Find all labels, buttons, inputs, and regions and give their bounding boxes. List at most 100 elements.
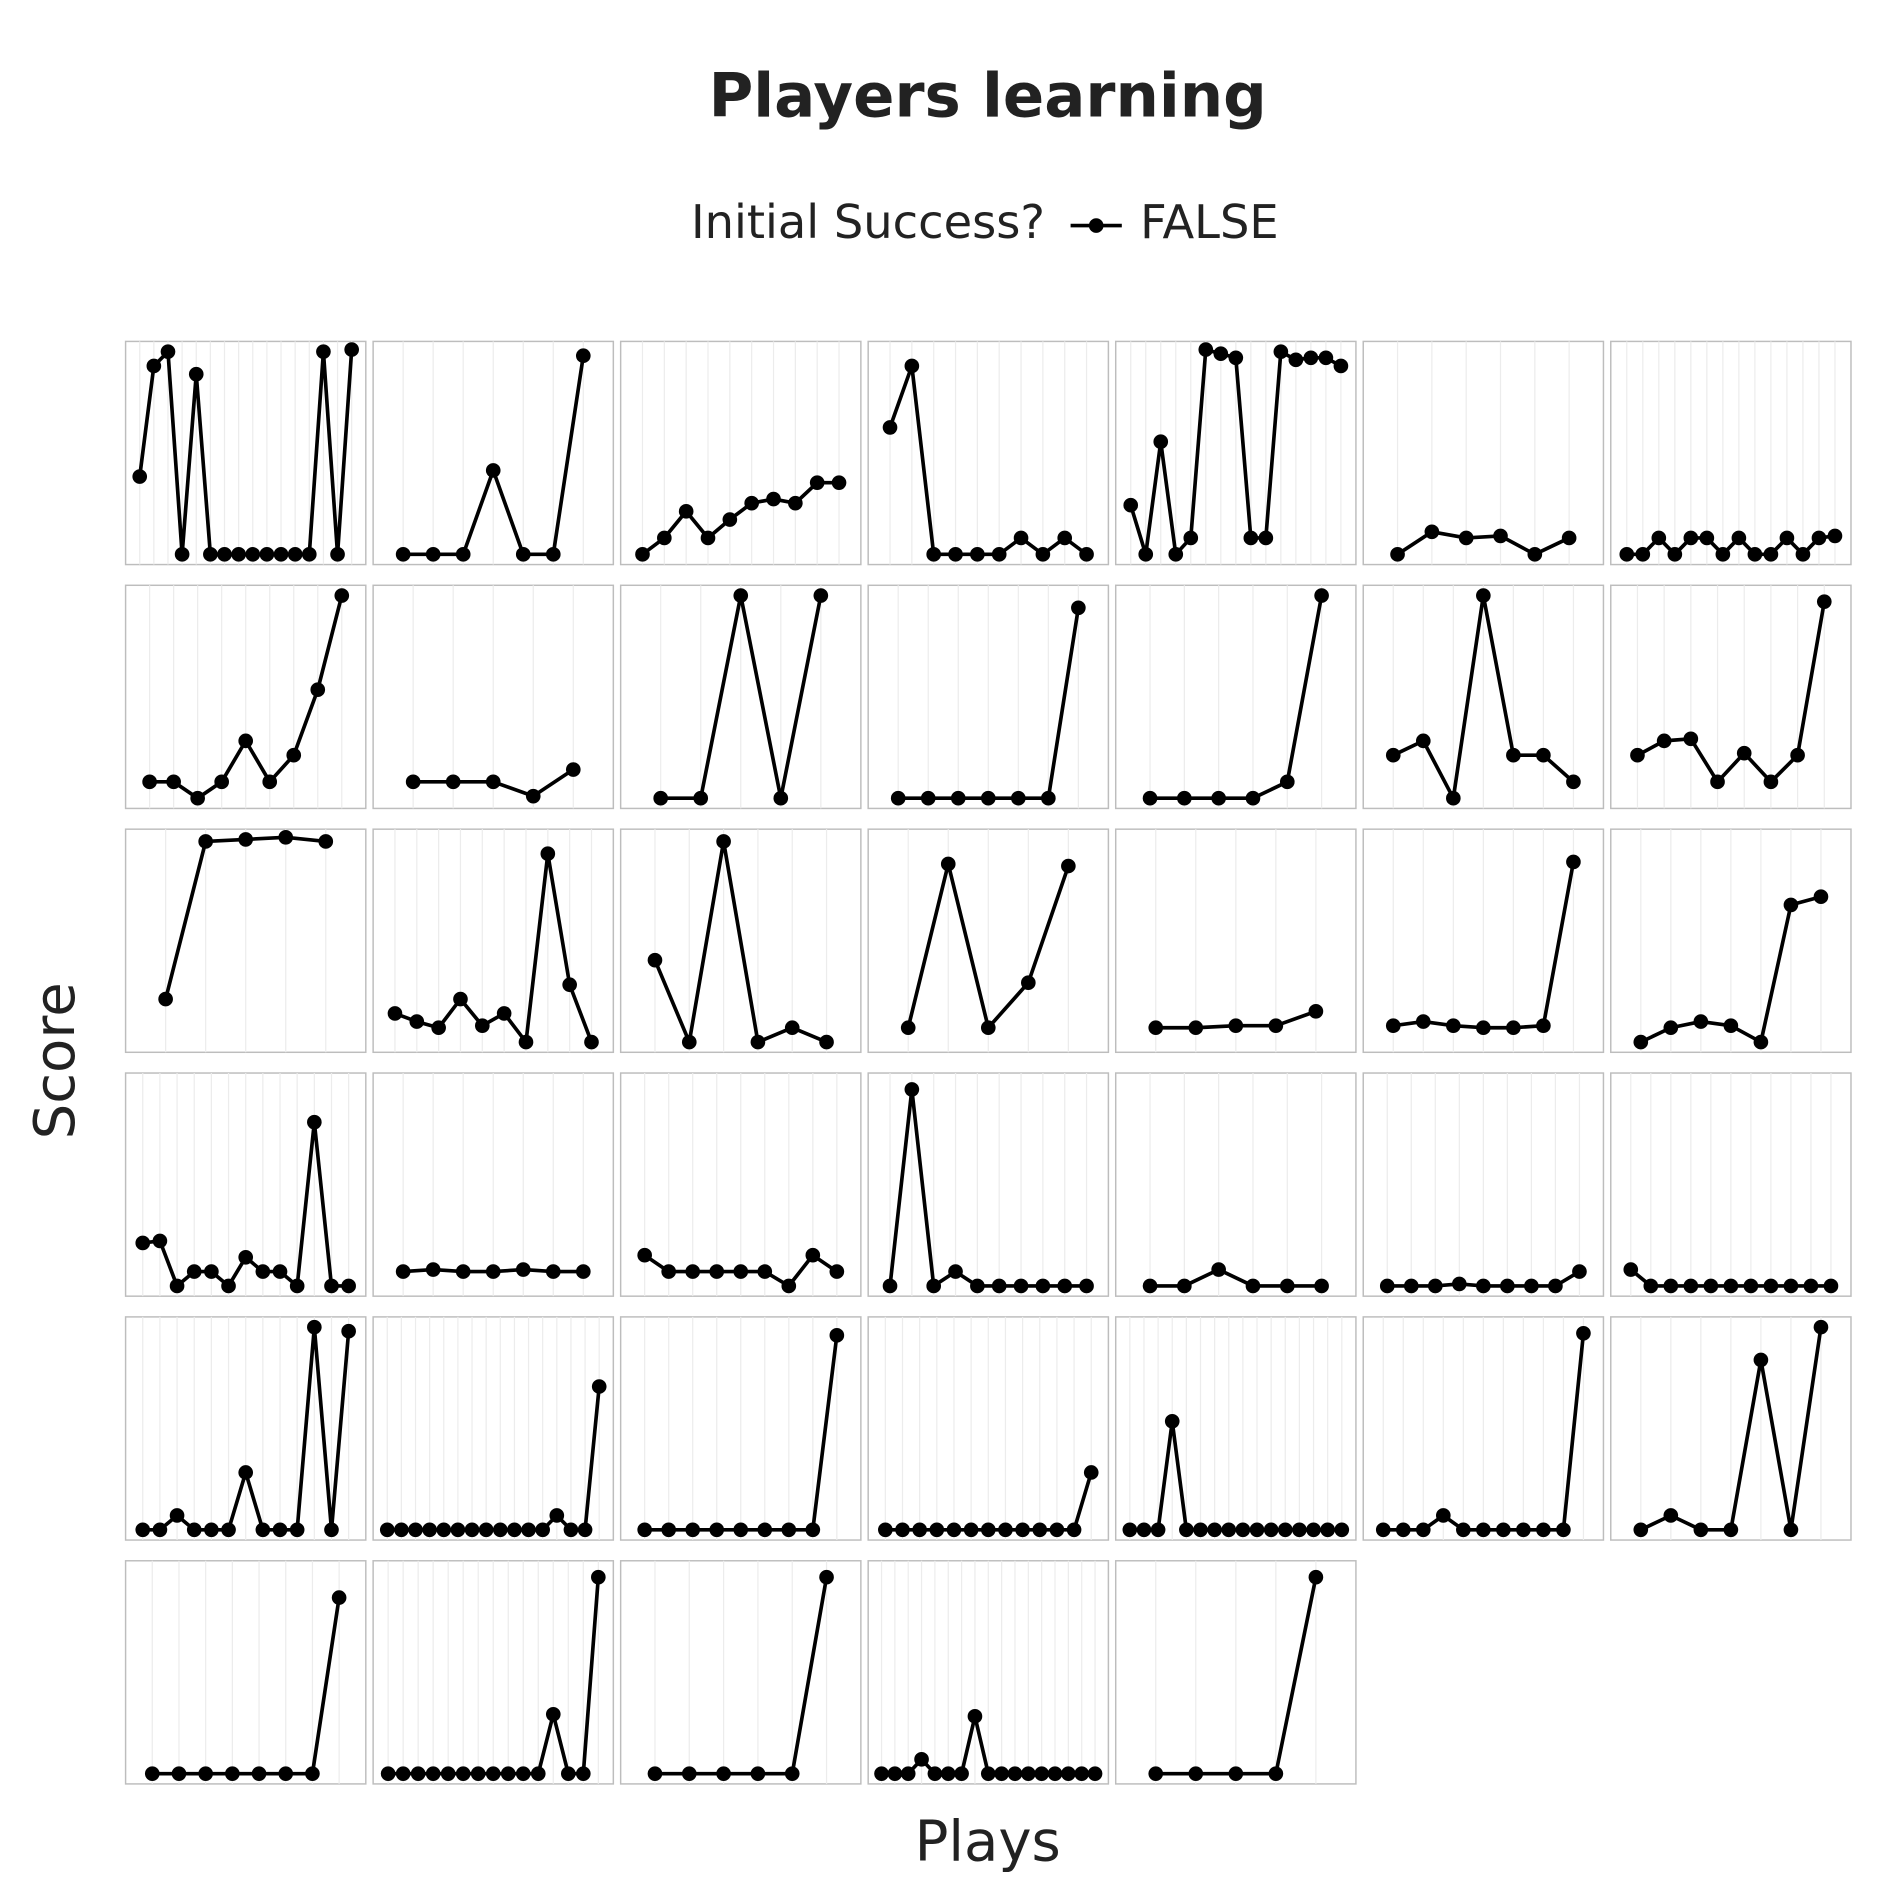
data-point <box>1074 1766 1090 1781</box>
data-point <box>521 1522 536 1538</box>
data-point <box>169 1278 185 1294</box>
data-point <box>135 1235 151 1251</box>
data-point <box>225 1766 240 1781</box>
data-point <box>422 1522 437 1538</box>
data-point <box>1723 1018 1739 1034</box>
data-point <box>685 1522 701 1538</box>
data-point <box>927 1766 943 1781</box>
data-point <box>1566 774 1581 790</box>
data-point <box>272 1522 288 1538</box>
data-point <box>681 1766 697 1781</box>
data-point <box>1699 530 1715 546</box>
data-point <box>1333 358 1349 374</box>
data-point <box>882 420 898 435</box>
data-point <box>661 1264 677 1279</box>
data-point <box>963 1522 979 1538</box>
data-point <box>1235 1522 1251 1538</box>
data-point <box>946 1522 962 1538</box>
data-point <box>1198 342 1214 357</box>
data-point <box>1619 547 1635 562</box>
data-point <box>238 832 254 847</box>
data-point <box>485 1264 501 1279</box>
data-point <box>1753 1034 1769 1050</box>
data-point <box>1663 1020 1679 1036</box>
panel <box>372 828 615 1054</box>
data-point <box>1747 547 1763 562</box>
data-point <box>991 547 1007 562</box>
data-point <box>1177 1278 1192 1294</box>
data-point <box>653 790 669 806</box>
data-point <box>1308 1004 1324 1019</box>
data-point <box>954 1766 969 1781</box>
data-point <box>1630 747 1645 763</box>
data-point <box>1527 547 1543 562</box>
data-point <box>895 1522 910 1538</box>
data-point <box>1318 350 1334 366</box>
data-point <box>204 1264 219 1279</box>
data-point <box>344 342 359 357</box>
data-point <box>647 952 663 968</box>
data-point <box>496 1006 512 1021</box>
data-point <box>1415 1522 1431 1538</box>
data-point <box>171 1766 187 1781</box>
data-point <box>518 1034 534 1050</box>
data-point <box>540 846 556 862</box>
data-point <box>1763 774 1779 790</box>
data-point <box>316 344 331 359</box>
data-point <box>940 856 956 872</box>
data-point <box>1142 790 1158 806</box>
data-point <box>1427 1278 1443 1294</box>
data-point <box>1663 1278 1679 1294</box>
data-point <box>507 1522 522 1538</box>
data-point <box>395 1264 411 1279</box>
data-point <box>545 1264 561 1279</box>
data-point <box>515 1262 531 1277</box>
data-point <box>1213 346 1229 362</box>
data-point <box>305 1766 320 1781</box>
data-point <box>1656 733 1672 749</box>
data-point <box>1207 1522 1222 1538</box>
data-point <box>324 1278 339 1294</box>
data-point <box>307 1319 322 1335</box>
data-point <box>1446 790 1461 806</box>
data-point <box>238 1465 254 1480</box>
data-point <box>1035 547 1051 562</box>
data-point <box>1576 1325 1591 1341</box>
data-point <box>887 1766 903 1781</box>
data-point <box>733 1522 749 1538</box>
data-point <box>431 1020 446 1036</box>
panel <box>619 340 862 566</box>
data-point <box>341 1323 356 1339</box>
data-point <box>1779 530 1795 546</box>
data-point <box>700 530 716 546</box>
data-point <box>278 830 294 845</box>
data-point <box>991 1278 1007 1294</box>
data-point <box>874 1766 889 1781</box>
data-point <box>1783 1278 1799 1294</box>
data-point <box>1390 547 1405 562</box>
data-point <box>1279 1278 1295 1294</box>
data-point <box>904 358 920 374</box>
data-point <box>1245 1278 1261 1294</box>
data-point <box>970 1278 985 1294</box>
data-point <box>1524 1278 1539 1294</box>
data-point <box>912 1522 927 1538</box>
data-point <box>575 348 591 364</box>
data-point <box>1683 530 1699 546</box>
data-point <box>1783 1522 1799 1538</box>
data-point <box>525 788 541 804</box>
data-point <box>1683 1278 1699 1294</box>
data-point <box>878 1522 893 1538</box>
data-point <box>1493 528 1508 544</box>
data-point <box>750 1766 766 1781</box>
data-point <box>1536 1018 1551 1034</box>
data-point <box>174 547 190 562</box>
data-point <box>455 1264 471 1279</box>
data-point <box>920 790 936 806</box>
data-point <box>1041 790 1056 806</box>
data-point <box>142 774 157 790</box>
data-point <box>203 547 218 562</box>
data-point <box>318 834 334 849</box>
data-point <box>1049 1522 1065 1538</box>
